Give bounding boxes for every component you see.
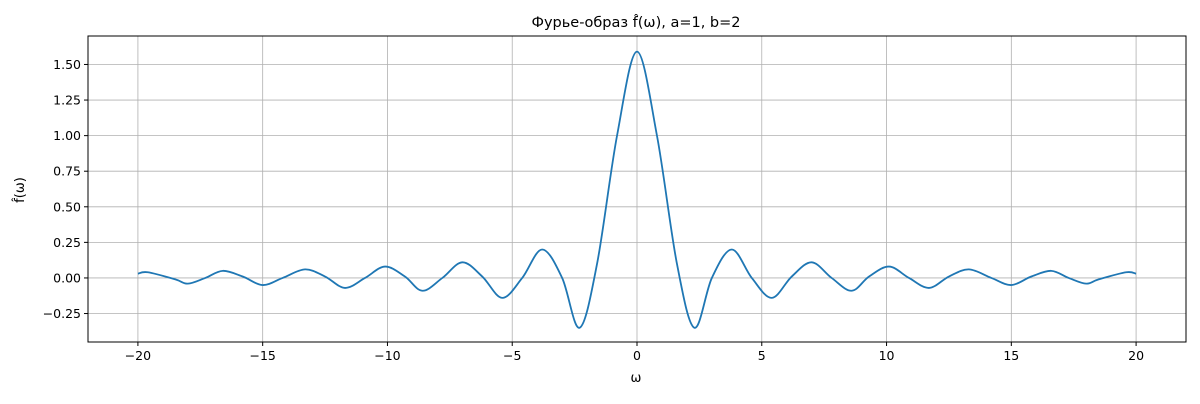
y-tick-label: 0.75 bbox=[53, 164, 81, 179]
y-tick-label: 1.25 bbox=[53, 93, 81, 108]
y-tick-label: 0.25 bbox=[53, 235, 81, 250]
series-line bbox=[137, 50, 1137, 329]
x-tick-label: 5 bbox=[758, 348, 766, 363]
y-tick-label: −0.25 bbox=[43, 306, 81, 321]
y-tick-label: 0.00 bbox=[53, 270, 81, 285]
series-layer bbox=[137, 50, 1137, 329]
chart-title: Фурье-образ f̂(ω), a=1, b=2 bbox=[531, 14, 740, 31]
x-axis-label: ω bbox=[631, 371, 642, 386]
x-tick-label: 20 bbox=[1128, 348, 1144, 363]
x-tick-label: −15 bbox=[249, 348, 275, 363]
y-tick-label: 0.50 bbox=[53, 199, 81, 214]
grid bbox=[88, 36, 1186, 342]
x-tick-label: 0 bbox=[633, 348, 641, 363]
x-tick-label: −10 bbox=[374, 348, 400, 363]
x-tick-label: −5 bbox=[503, 348, 521, 363]
y-tick-label: 1.00 bbox=[53, 128, 81, 143]
y-axis-ticks: −0.25 0.00 0.25 0.50 0.75 1.00 1.25 1.50 bbox=[43, 57, 88, 321]
x-tick-label: 10 bbox=[879, 348, 895, 363]
x-axis-ticks: −20 −15 −10 −5 0 5 10 15 20 bbox=[125, 342, 1144, 363]
x-tick-label: −20 bbox=[125, 348, 151, 363]
x-tick-label: 15 bbox=[1003, 348, 1019, 363]
y-axis-label: f̂(ω) bbox=[13, 177, 28, 203]
y-tick-label: 1.50 bbox=[53, 57, 81, 72]
